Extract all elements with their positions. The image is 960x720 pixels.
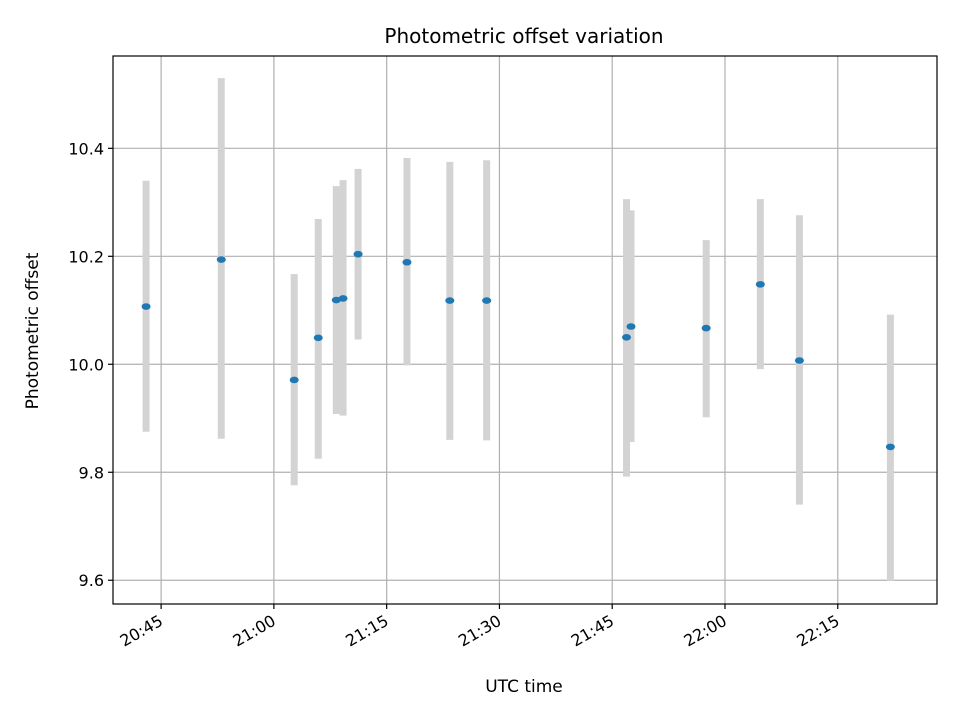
data-point [402,258,412,266]
chart-title: Photometric offset variation [384,24,663,48]
data-point [701,324,711,332]
y-tick-label: 10.4 [68,139,104,158]
x-tick-label: 20:45 [117,611,166,651]
x-tick-label: 21:30 [455,611,504,651]
plot-frame [112,55,938,605]
data-point [755,281,765,288]
data-point [621,333,631,341]
x-axis-ticks: 20:45 21:00 21:15 21:30 21:45 22:00 22:15 [117,604,843,651]
y-tick-label: 9.8 [79,463,104,482]
data-point [445,297,455,304]
x-tick-label: 21:45 [568,611,617,651]
x-tick-label: 21:00 [229,611,278,651]
y-tick-label: 10.0 [68,355,104,374]
data-point [331,296,341,304]
y-axis-label: Photometric offset [23,252,43,409]
grid [113,56,937,604]
x-tick-label: 22:00 [681,611,730,651]
data-point [482,297,492,304]
data-point [216,256,226,263]
x-axis-label: UTC time [485,677,563,697]
data-point [141,303,151,310]
x-tick-label: 21:15 [342,611,391,651]
data-point [313,334,323,342]
error-bars [142,78,894,581]
data-point [626,323,636,330]
data-point [289,376,299,384]
y-tick-label: 9.6 [79,571,104,590]
y-tick-label: 10.2 [68,247,104,266]
data-point [885,443,895,451]
data-point [794,357,804,364]
y-axis-ticks: 9.6 9.8 10.0 10.2 10.4 [68,139,113,590]
x-tick-label: 22:15 [793,611,842,651]
data-point [353,250,363,258]
data-point [338,295,348,302]
data-points [141,250,895,451]
